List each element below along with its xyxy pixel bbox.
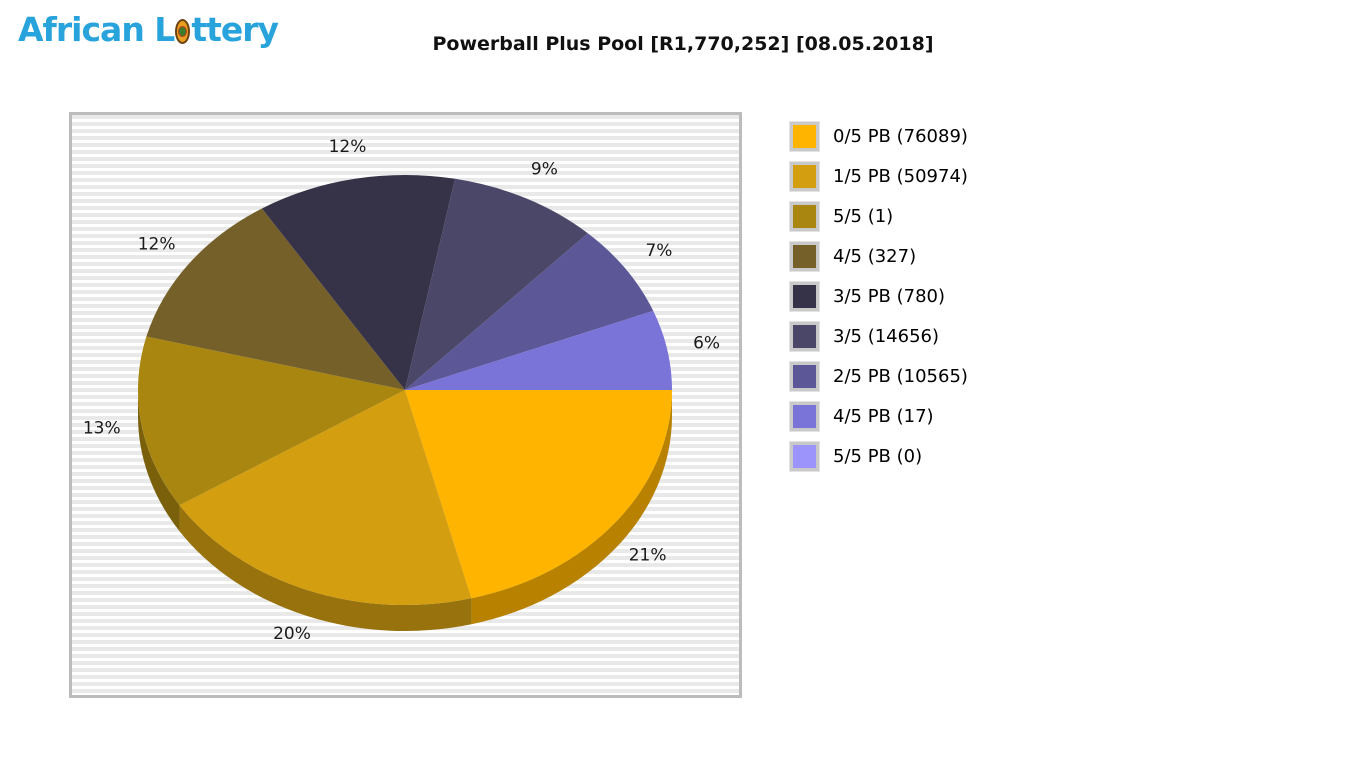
legend-label: 0/5 PB (76089) (833, 126, 968, 147)
pie-percent-label: 20% (273, 624, 311, 644)
pie-percent-label: 13% (83, 419, 121, 439)
legend-swatch (790, 322, 819, 351)
legend-label: 4/5 PB (17) (833, 406, 934, 427)
pie-slice-3-5-pb (261, 175, 456, 390)
legend-item: 3/5 PB (780) (790, 282, 968, 311)
legend-item: 5/5 (1) (790, 202, 968, 231)
pie-slice-rim (471, 390, 672, 625)
pie-slice-1-5-pb (179, 390, 472, 605)
legend-item: 4/5 PB (17) (790, 402, 968, 431)
site-logo[interactable]: African L ttery (18, 10, 279, 49)
legend-label: 2/5 PB (10565) (833, 366, 968, 387)
legend-label: 4/5 (327) (833, 246, 917, 267)
chart-panel: 21% 20% 13% 12% 12% 9% 7% 6% (69, 112, 742, 698)
legend-label: 3/5 (14656) (833, 326, 939, 347)
pie-percent-label: 12% (138, 235, 176, 255)
lottery-ball-icon (175, 19, 191, 44)
pie-slice-rim (179, 505, 472, 631)
legend-swatch (790, 162, 819, 191)
pie-percent-label: 7% (645, 241, 672, 261)
pie-slice-2-5-pb (405, 233, 654, 390)
legend-swatch (790, 402, 819, 431)
legend-swatch (790, 242, 819, 271)
pie-slice-3-5 (405, 178, 588, 390)
logo-text-left: African L (18, 10, 175, 49)
pie-percent-label: 21% (629, 546, 667, 566)
legend-swatch (790, 282, 819, 311)
legend-label: 1/5 PB (50974) (833, 166, 968, 187)
pie-percent-label: 12% (329, 137, 367, 157)
pie-slice-4-5-pb (405, 310, 672, 390)
legend-item: 4/5 (327) (790, 242, 968, 271)
page-title: Powerball Plus Pool [R1,770,252] [08.05.… (432, 33, 934, 55)
legend-item: 5/5 PB (0) (790, 442, 968, 471)
pie-slice-4-5 (146, 208, 405, 390)
legend-swatch (790, 442, 819, 471)
pie-slice-rim (138, 390, 180, 532)
pie-chart: 21% 20% 13% 12% 12% 9% 7% 6% (83, 137, 720, 644)
legend-label: 5/5 (1) (833, 206, 894, 227)
legend-swatch (790, 122, 819, 151)
legend-swatch (790, 202, 819, 231)
legend-item: 3/5 (14656) (790, 322, 968, 351)
chart-legend: 0/5 PB (76089) 1/5 PB (50974) 5/5 (1) 4/5 (… (790, 122, 968, 482)
pie-percent-label: 9% (531, 160, 558, 180)
pie-percent-label: 6% (693, 334, 720, 354)
legend-swatch (790, 362, 819, 391)
legend-item: 2/5 PB (10565) (790, 362, 968, 391)
legend-item: 1/5 PB (50974) (790, 162, 968, 191)
legend-label: 5/5 PB (0) (833, 446, 923, 467)
logo-text-right: ttery (191, 10, 279, 49)
legend-label: 3/5 PB (780) (833, 286, 946, 307)
legend-item: 0/5 PB (76089) (790, 122, 968, 151)
pie-slice-0-5-pb (405, 390, 672, 599)
pie-slice-5-5 (138, 336, 405, 506)
